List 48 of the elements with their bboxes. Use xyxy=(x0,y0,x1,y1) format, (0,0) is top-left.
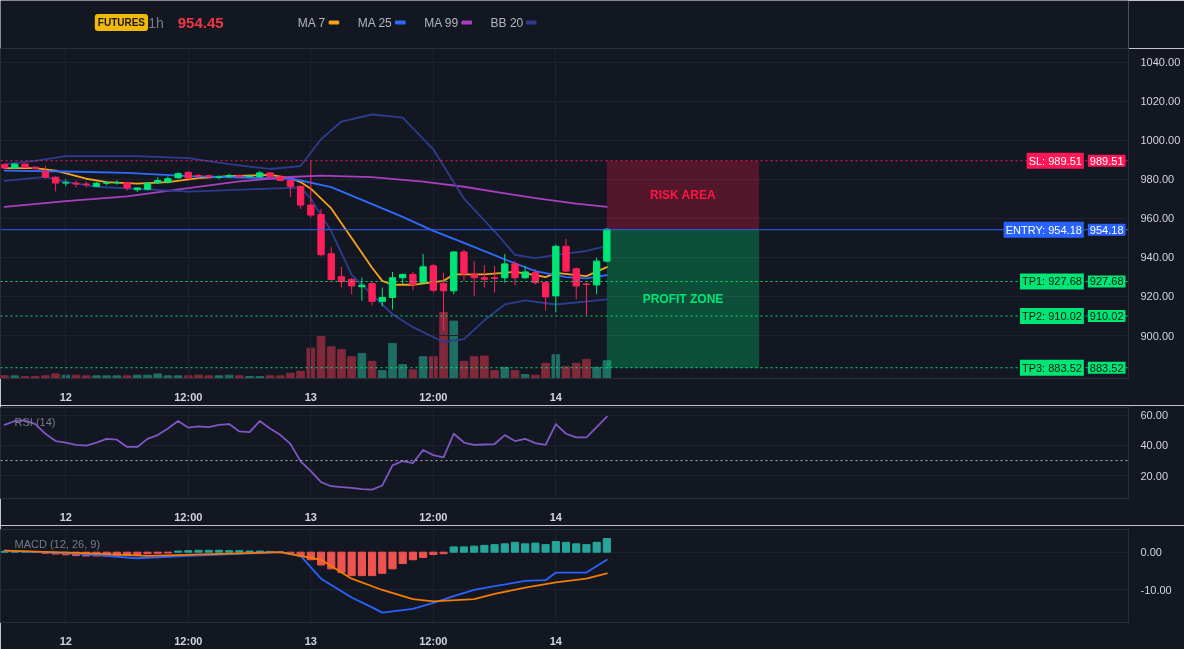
annotation: 927.68 xyxy=(1089,275,1124,288)
x-tick-label: 13 xyxy=(304,510,317,523)
ref-line-label: ENTRY: 954.18 xyxy=(1005,223,1082,236)
y-tick-label: 1020.00 xyxy=(1140,95,1181,108)
x-tick-label: 12 xyxy=(59,510,72,523)
annotation: 989.51 xyxy=(1089,154,1124,167)
x-tick-label: 12:00 xyxy=(419,390,448,403)
x-tick-label: 12:00 xyxy=(419,634,448,647)
ref-line-label: TP2: 910.02 xyxy=(1021,309,1082,322)
x-tick-label: 12:00 xyxy=(174,634,203,647)
annotation: 910.02 xyxy=(1089,309,1124,322)
y-tick-label: -10.00 xyxy=(1140,583,1172,596)
y-tick-label: 60.00 xyxy=(1140,409,1169,422)
legend-label: BB 20 xyxy=(490,15,524,30)
x-tick-label: 12:00 xyxy=(174,510,203,523)
y-tick-label: 980.00 xyxy=(1140,173,1175,186)
y-tick-label: 900.00 xyxy=(1140,329,1175,342)
band-label: PROFIT ZONE xyxy=(642,291,724,306)
y-tick-label: 960.00 xyxy=(1140,212,1175,225)
text: 1h xyxy=(148,14,164,31)
x-tick-label: 14 xyxy=(549,390,563,403)
y-tick-label: 1040.00 xyxy=(1140,56,1181,69)
x-tick-label: 12:00 xyxy=(419,510,448,523)
annotation: 954.18 xyxy=(1089,223,1124,236)
y-tick-label: 940.00 xyxy=(1140,251,1175,264)
x-tick-label: 12 xyxy=(59,390,72,403)
ref-line-label: TP1: 927.68 xyxy=(1021,275,1082,288)
x-tick-label: 13 xyxy=(304,634,317,647)
ref-line-label: SL: 989.51 xyxy=(1028,154,1082,167)
text: FUTURES xyxy=(97,17,146,28)
x-tick-label: 14 xyxy=(549,634,563,647)
x-tick-label: 12:00 xyxy=(174,390,203,403)
y-tick-label: 20.00 xyxy=(1140,469,1169,482)
y-tick-label: 920.00 xyxy=(1140,290,1175,303)
text: 954.45 xyxy=(177,13,224,31)
x-tick-label: 13 xyxy=(304,390,317,403)
band-label: RISK AREA xyxy=(650,188,716,203)
legend-label: MA 99 xyxy=(424,15,459,30)
legend-label: MA 7 xyxy=(297,15,326,30)
legend-label: MA 25 xyxy=(357,15,393,30)
x-tick-label: 12 xyxy=(59,634,72,647)
x-tick-label: 14 xyxy=(549,510,563,523)
ref-line-label: TP3: 883.52 xyxy=(1021,361,1082,374)
y-tick-label: 40.00 xyxy=(1140,439,1169,452)
annotation: 883.52 xyxy=(1089,361,1124,374)
text: MACD (12, 26, 9) xyxy=(14,537,101,550)
y-tick-label: 0.00 xyxy=(1140,546,1162,559)
y-tick-label: 1000.00 xyxy=(1140,134,1181,147)
